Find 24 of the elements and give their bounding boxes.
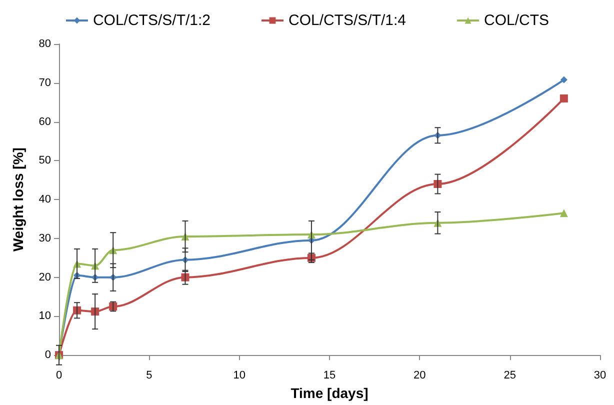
legend-label: COL/CTS/S/T/1:4 [288, 12, 406, 29]
x-tick-label: 30 [594, 370, 606, 382]
y-tick-label: 0 [44, 349, 51, 362]
point [560, 94, 568, 102]
point [560, 209, 568, 218]
x-tick-label: 25 [504, 370, 516, 382]
x-tick-label: 0 [56, 370, 62, 382]
y-tick-label: 40 [38, 194, 51, 206]
y-tick-label: 10 [38, 310, 51, 322]
legend-label: COL/CTS [484, 12, 550, 29]
x-axis-title: Time [days] [290, 385, 368, 401]
y-tick-label: 20 [38, 271, 51, 284]
x-tick-label: 15 [323, 370, 336, 382]
legend-label: COL/CTS/S/T/1:2 [92, 12, 211, 29]
y-tick-label: 30 [38, 232, 51, 244]
x-tick-label: 5 [146, 370, 152, 382]
y-axis-title: Weight loss [%] [10, 148, 26, 252]
point [560, 76, 568, 84]
y-tick-label: 50 [38, 154, 51, 167]
x-tick-label: 10 [233, 370, 246, 382]
x-tick-label: 20 [414, 370, 426, 382]
y-tick-label: 70 [38, 76, 51, 89]
y-tick-label: 60 [38, 116, 51, 128]
y-tick-label: 80 [38, 38, 51, 50]
